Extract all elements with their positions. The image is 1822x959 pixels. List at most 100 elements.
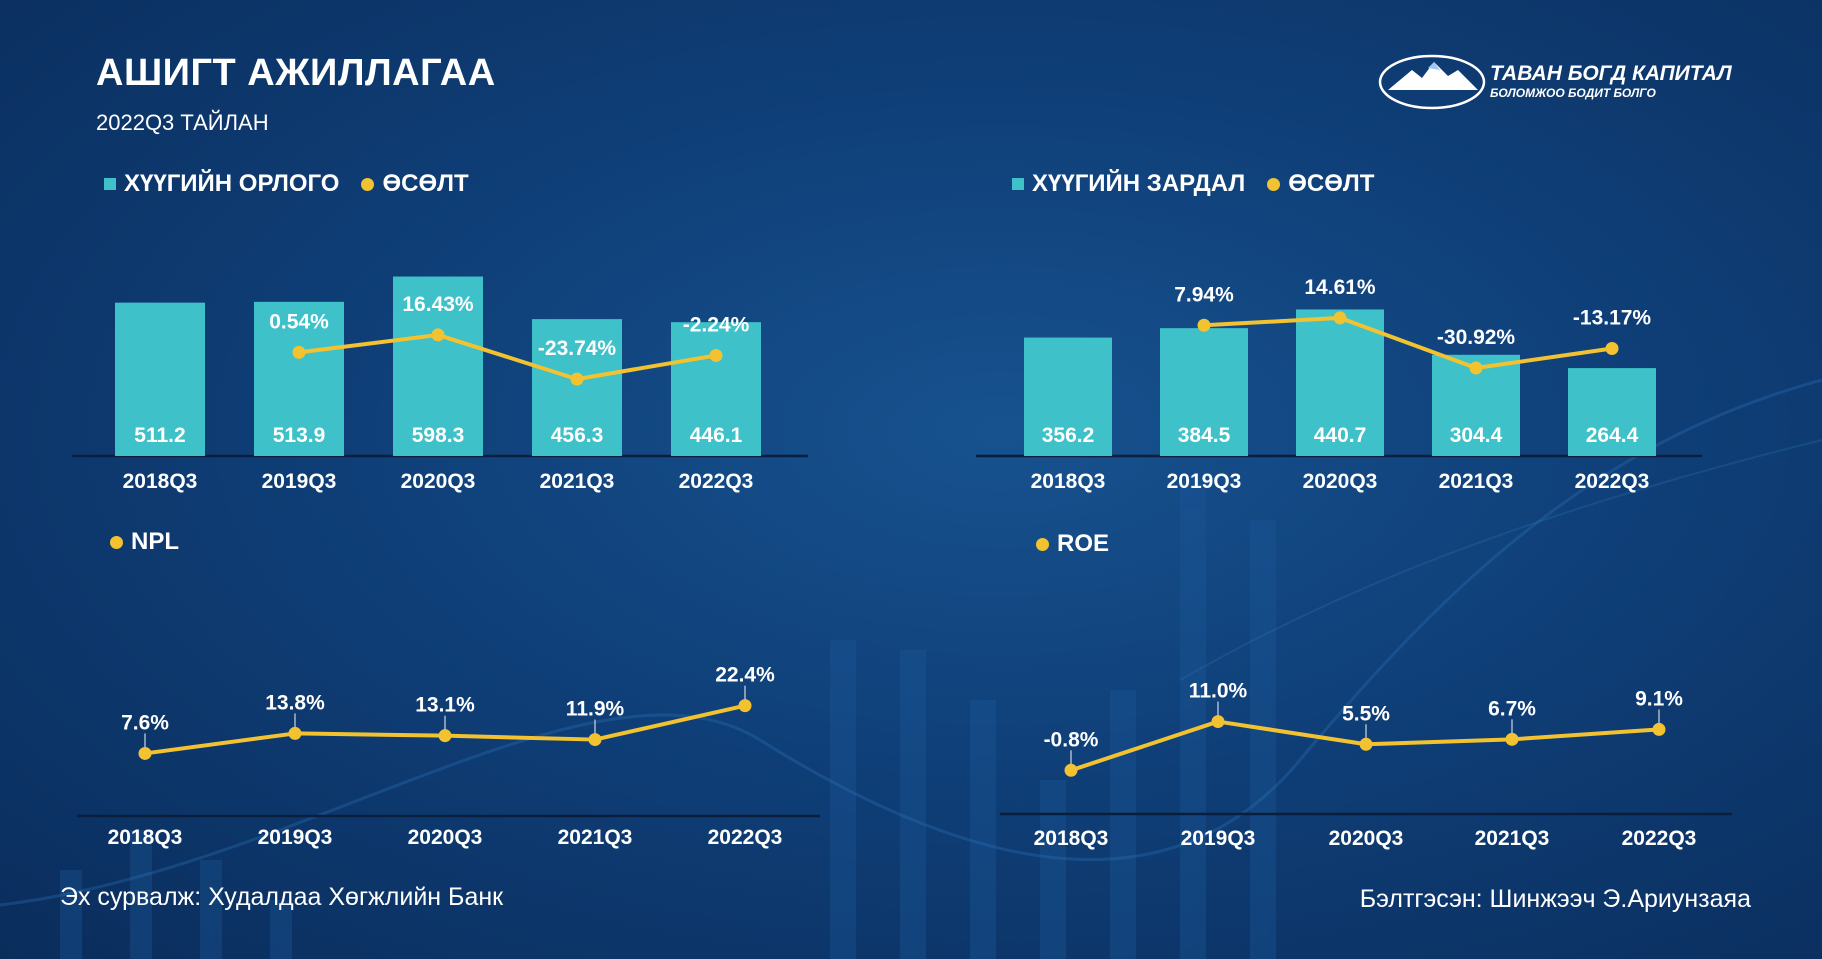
x-tick-label: 2021Q3	[540, 470, 615, 493]
prepared-by-note: Бэлтгэсэн: Шинжээч Э.Ариунзаяа	[1359, 885, 1751, 913]
bar-legend-swatch	[104, 178, 116, 190]
source-note: Эх сурвалж: Худалдаа Хөгжлийн Банк	[60, 883, 504, 911]
data-point	[1333, 311, 1347, 325]
x-tick-label: 2020Q3	[1303, 470, 1378, 493]
x-tick-label: 2019Q3	[262, 470, 337, 493]
data-point	[588, 733, 602, 747]
legend-label-npl: NPL	[131, 528, 179, 555]
data-point	[288, 726, 302, 740]
data-point-label: -23.74%	[538, 337, 617, 360]
data-point	[292, 345, 306, 359]
x-tick-label: 2018Q3	[1034, 827, 1109, 850]
page-title: АШИГТ АЖИЛЛАГАА	[96, 52, 496, 94]
legend-label-income-growth: ӨСӨЛТ	[382, 170, 469, 197]
x-tick-label: 2020Q3	[408, 826, 483, 849]
data-point-label: 11.9%	[566, 698, 625, 721]
expense-legend: ХҮҮГИЙН ЗАРДАЛ ӨСӨЛТ	[1012, 170, 1374, 198]
legend-item-expense: ХҮҮГИЙН ЗАРДАЛ	[1012, 170, 1245, 198]
x-tick-label: 2019Q3	[1167, 470, 1242, 493]
data-point-label: 13.8%	[265, 691, 325, 714]
data-point-label: 0.54%	[269, 310, 329, 333]
bar-value-label: 456.3	[551, 424, 604, 447]
roe-legend: ROE	[1036, 530, 1109, 558]
data-point-label: 16.43%	[402, 293, 474, 316]
legend-item-income: ХҮҮГИЙН ОРЛОГО	[104, 170, 339, 198]
data-point-label: -30.92%	[1437, 326, 1516, 349]
line-legend-dot	[1036, 537, 1049, 551]
x-tick-label: 2022Q3	[708, 826, 783, 849]
legend-label-roe: ROE	[1057, 530, 1110, 557]
x-tick-label: 2022Q3	[679, 470, 754, 493]
data-point	[709, 348, 723, 362]
data-point-label: -0.8%	[1044, 728, 1099, 751]
x-tick-label: 2019Q3	[258, 826, 333, 849]
legend-item-npl: NPL	[110, 528, 179, 556]
legend-label-income: ХҮҮГИЙН ОРЛОГО	[124, 170, 340, 197]
bar-value-label: 446.1	[690, 424, 743, 447]
data-point	[438, 729, 452, 743]
x-tick-label: 2021Q3	[1475, 827, 1550, 850]
line-legend-dot	[110, 535, 123, 549]
company-logo: ТАВАН БОГД КАПИТАЛ БОЛОМЖОО БОДИТ БОЛГО	[1378, 52, 1738, 112]
legend-item-expense-growth: ӨСӨЛТ	[1267, 170, 1374, 198]
x-tick-label: 2021Q3	[558, 826, 633, 849]
data-point-label: 5.5%	[1342, 702, 1390, 725]
data-point-label: 11.0%	[1189, 680, 1248, 703]
bar-value-label: 356.2	[1042, 424, 1095, 447]
bar	[393, 276, 483, 456]
bar-value-label: 513.9	[273, 424, 326, 447]
x-tick-label: 2022Q3	[1622, 827, 1697, 850]
x-tick-label: 2019Q3	[1181, 827, 1256, 850]
data-point-label: -2.24%	[683, 313, 750, 336]
bar	[1568, 368, 1656, 456]
legend-item-roe: ROE	[1036, 530, 1109, 558]
data-point	[138, 746, 152, 760]
data-point	[1211, 715, 1225, 729]
line-legend-dot	[361, 177, 375, 191]
bar-value-label: 511.2	[134, 424, 185, 447]
x-tick-label: 2018Q3	[108, 826, 183, 849]
legend-label-expense-growth: ӨСӨЛТ	[1288, 170, 1375, 197]
bar-value-label: 304.4	[1450, 424, 1503, 447]
data-point	[1505, 732, 1519, 746]
data-point	[738, 699, 752, 713]
bar-value-label: 440.7	[1314, 424, 1367, 447]
bar	[1160, 328, 1248, 456]
series-line	[1203, 315, 1613, 371]
bar	[1296, 309, 1384, 456]
line-legend-dot	[1267, 177, 1281, 191]
data-point-label: -13.17%	[1573, 306, 1652, 329]
data-point-label: 13.1%	[415, 694, 475, 717]
bar-legend-swatch	[1012, 178, 1024, 190]
data-point	[1469, 361, 1483, 375]
data-point	[1064, 763, 1078, 777]
data-point-label: 6.7%	[1488, 697, 1536, 720]
data-point	[1197, 318, 1211, 332]
data-point	[1652, 722, 1666, 736]
data-point	[1359, 737, 1373, 751]
data-point	[431, 328, 445, 342]
bar-value-label: 264.4	[1586, 424, 1639, 447]
bar-value-label: 384.5	[1178, 424, 1231, 447]
mountain-logo-icon	[1378, 54, 1486, 110]
x-tick-label: 2020Q3	[401, 470, 476, 493]
x-tick-label: 2018Q3	[123, 470, 198, 493]
page-subtitle: 2022Q3 ТАЙЛАН	[96, 110, 269, 135]
data-point-label: 14.61%	[1304, 276, 1376, 299]
logo-name: ТАВАН БОГД КАПИТАЛ	[1490, 62, 1732, 85]
legend-item-income-growth: ӨСӨЛТ	[361, 170, 469, 198]
bar	[1024, 337, 1112, 456]
bar	[254, 301, 344, 456]
data-point-label: 7.6%	[121, 711, 169, 734]
x-tick-label: 2018Q3	[1031, 470, 1106, 493]
bar-value-label: 598.3	[412, 424, 465, 447]
bar	[671, 322, 761, 456]
series-line	[298, 332, 717, 382]
data-point	[1605, 341, 1619, 355]
data-point-label: 22.4%	[715, 664, 775, 687]
data-point-label: 7.94%	[1174, 283, 1234, 306]
legend-label-expense: ХҮҮГИЙН ЗАРДАЛ	[1032, 170, 1246, 197]
logo-tagline: БОЛОМЖОО БОДИТ БОЛГО	[1490, 86, 1656, 100]
